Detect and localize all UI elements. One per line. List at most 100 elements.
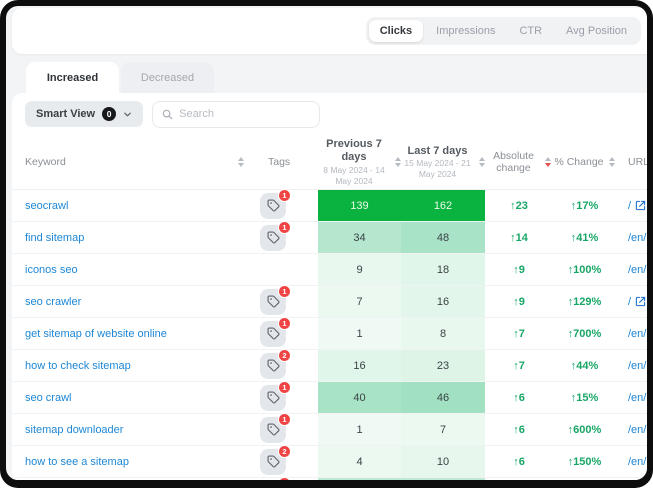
tab-avg-position[interactable]: Avg Position [555, 20, 638, 42]
tag-button[interactable]: 2 [260, 444, 291, 475]
table-row[interactable]: find sitemap 1 34 48 ↑14 ↑41% /en/ [12, 220, 647, 254]
column-last-range: 15 May 2024 - 21 May 2024 [404, 158, 471, 179]
search-box[interactable] [152, 100, 321, 128]
table-row[interactable]: seocrawl 1 139 162 ↑23 ↑17% / [12, 188, 647, 222]
sort-previous[interactable] [395, 157, 401, 167]
url-link[interactable]: / [628, 199, 632, 212]
table-row[interactable]: get sitemap of website online 1 1 8 ↑7 ↑… [12, 316, 647, 350]
tag-icon [267, 391, 279, 404]
sort-keyword[interactable] [238, 157, 244, 167]
sort-last[interactable] [479, 157, 485, 167]
tag-button[interactable]: 2 [260, 348, 291, 379]
search-icon [162, 109, 173, 119]
last-clicks-cell [401, 478, 485, 480]
absolute-change-value: ↑6 [513, 455, 525, 468]
table-row[interactable]: sitemap downloader 1 1 7 ↑6 ↑600% /en/ [12, 412, 647, 446]
tag-icon [267, 199, 279, 212]
absolute-change-value [485, 478, 553, 480]
percent-change-value: ↑100% [567, 263, 602, 276]
keyword-link[interactable]: find sitemap [25, 231, 85, 244]
url-link[interactable]: /en/ [628, 231, 647, 244]
previous-clicks-cell: 16 [318, 350, 401, 381]
tab-impressions[interactable]: Impressions [425, 20, 506, 42]
table-row[interactable]: seo crawl 1 40 46 ↑6 ↑15% /en/ [12, 380, 647, 414]
tag-button[interactable]: 1 [260, 220, 291, 251]
percent-change-value: ↑150% [567, 455, 602, 468]
column-percent-change: % Change [554, 156, 604, 168]
keyword-link[interactable]: sitemap downloader [25, 423, 124, 436]
percent-change-value: ↑600% [567, 423, 602, 436]
percent-change-value: ↑44% [570, 359, 599, 372]
tag-icon [267, 359, 279, 372]
tag-button[interactable]: 1 [260, 188, 291, 219]
absolute-change-value: ↑6 [513, 423, 525, 436]
absolute-change-value: ↑23 [510, 199, 528, 212]
percent-change-value: ↑17% [570, 199, 599, 212]
tag-button[interactable]: 1 [260, 412, 291, 443]
tag-icon [267, 295, 279, 308]
tab-decreased[interactable]: Decreased [121, 62, 214, 93]
tab-clicks[interactable]: Clicks [368, 20, 424, 42]
keyword-link[interactable]: how to see a sitemap [25, 455, 129, 468]
table-row[interactable]: how to see a sitemap 2 4 10 ↑6 ↑150% /en… [12, 444, 647, 478]
table-row[interactable]: seo crawler 1 7 16 ↑9 ↑129% / [12, 284, 647, 318]
last-clicks-cell: 7 [401, 414, 485, 445]
keyword-link[interactable]: iconos seo [25, 263, 78, 276]
external-link-icon[interactable] [635, 296, 646, 307]
search-input[interactable] [179, 108, 311, 120]
keyword-link[interactable]: get sitemap of website online [25, 327, 167, 340]
tag-button[interactable]: 1 [260, 284, 291, 315]
keyword-link[interactable]: seo crawl [25, 391, 72, 404]
tag-count-badge: 1 [278, 316, 291, 330]
url-link[interactable]: /en/ [628, 455, 647, 468]
url-link[interactable]: /en/ [628, 391, 647, 404]
top-bar: Clicks Impressions CTR Avg Position [12, 8, 647, 54]
url-link[interactable]: / [628, 295, 632, 308]
previous-clicks-cell: 1 [318, 318, 401, 349]
url-link[interactable]: /en/ [628, 263, 647, 276]
tag-icon [267, 455, 279, 468]
sort-absolute-change[interactable] [544, 157, 551, 167]
tag-button[interactable]: 1 [260, 316, 291, 347]
smart-view-dropdown[interactable]: Smart View 0 [25, 101, 144, 127]
external-link-icon[interactable] [635, 200, 646, 211]
tag-icon [267, 327, 279, 340]
tab-increased[interactable]: Increased [26, 62, 119, 93]
url-link[interactable]: /en/ [628, 359, 647, 372]
percent-change-value [553, 478, 616, 480]
keyword-link[interactable]: seo crawler [25, 295, 82, 308]
keyword-link[interactable]: how to check sitemap [25, 359, 131, 372]
url-link[interactable]: /en/ [628, 327, 647, 340]
keyword-link[interactable]: seocrawl [25, 199, 69, 212]
tag-count-badge: 2 [278, 348, 291, 362]
table-row[interactable] [12, 476, 647, 480]
percent-change-value: ↑41% [570, 231, 599, 244]
tag-count-badge: 1 [278, 220, 291, 234]
tab-ctr[interactable]: CTR [508, 20, 553, 42]
app-screen: Clicks Impressions CTR Avg Position Incr… [6, 6, 647, 480]
main-card: Smart View 0 Keyword Tags Previous 7 [12, 93, 647, 480]
tag-button[interactable]: 1 [260, 380, 291, 411]
column-last-7-days: Last 7 days [407, 144, 468, 157]
previous-clicks-cell: 1 [318, 414, 401, 445]
column-absolute-change: Absolute change [493, 150, 534, 174]
column-previous-range: 8 May 2024 - 14 May 2024 [323, 165, 385, 186]
column-url: URL [628, 156, 647, 168]
percent-change-value: ↑15% [570, 391, 599, 404]
table-row[interactable]: how to check sitemap 2 16 23 ↑7 ↑44% /en… [12, 348, 647, 382]
sort-percent-change[interactable] [608, 157, 615, 167]
previous-clicks-cell: 139 [318, 190, 401, 221]
absolute-change-value: ↑7 [513, 327, 525, 340]
last-clicks-cell: 8 [401, 318, 485, 349]
metric-segmented-control: Clicks Impressions CTR Avg Position [365, 17, 641, 45]
url-link[interactable]: /en/ [628, 423, 647, 436]
table-body: seocrawl 1 139 162 ↑23 ↑17% / [12, 188, 647, 480]
table-row[interactable]: iconos seo 9 18 ↑9 ↑100% /en/ [12, 254, 647, 286]
previous-clicks-cell: 40 [318, 382, 401, 413]
trend-tabs: Increased Decreased [26, 62, 214, 93]
absolute-change-value: ↑9 [513, 263, 525, 276]
absolute-change-value: ↑9 [513, 295, 525, 308]
tag-count-badge: 1 [278, 380, 291, 394]
column-keyword: Keyword [25, 156, 66, 168]
last-clicks-cell: 162 [401, 190, 485, 221]
